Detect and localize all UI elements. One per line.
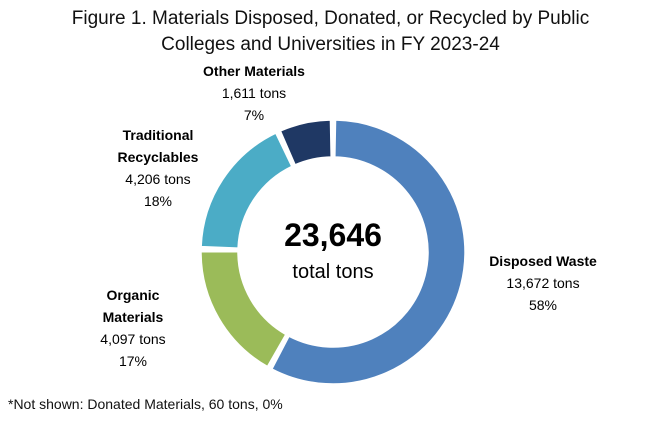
slice-label-pct-0: 58% xyxy=(529,297,557,313)
center-total-value: 23,646 xyxy=(284,217,382,253)
chart-title-line-1: Figure 1. Materials Disposed, Donated, o… xyxy=(71,8,590,29)
donut-slice-0 xyxy=(270,119,466,385)
donut-slice-1 xyxy=(200,250,287,368)
donut-slice-3 xyxy=(279,119,332,166)
slice-label-pct-3: 7% xyxy=(244,107,264,123)
slice-label-pct-1: 17% xyxy=(119,353,147,369)
chart-footnote: *Not shown: Donated Materials, 60 tons, … xyxy=(8,396,283,412)
slice-label-tons-0: 13,672 tons xyxy=(506,275,579,291)
slice-label-name-1-0: Organic xyxy=(107,287,160,303)
slice-label-tons-2: 4,206 tons xyxy=(125,171,190,187)
slice-label-name-2-0: Traditional xyxy=(123,127,194,143)
slice-label-tons-3: 1,611 tons xyxy=(222,85,286,101)
slice-label-pct-2: 18% xyxy=(144,193,172,209)
slice-label-name-0-0: Disposed Waste xyxy=(489,253,597,269)
slice-label-1: Organic Materials 4,097 tons 17% xyxy=(100,287,165,369)
slice-label-name-3-0: Other Materials xyxy=(203,63,305,79)
slice-label-2: Traditional Recyclables 4,206 tons 18% xyxy=(118,127,199,209)
slice-label-tons-1: 4,097 tons xyxy=(100,331,165,347)
chart-title-line-2: Colleges and Universities in FY 2023-24 xyxy=(161,34,500,55)
donut-slices xyxy=(200,119,466,385)
chart-title: Figure 1. Materials Disposed, Donated, o… xyxy=(0,6,661,58)
donut-slice-2 xyxy=(200,132,293,249)
slice-labels: Disposed Waste 13,672 tons 58% Organic Mater… xyxy=(100,63,597,369)
slice-label-name-2-1: Recyclables xyxy=(118,149,199,165)
slice-label-3: Other Materials 1,611 tons 7% xyxy=(203,63,305,123)
slice-label-0: Disposed Waste 13,672 tons 58% xyxy=(489,253,597,313)
center-total-label: total tons xyxy=(292,261,373,283)
slice-label-name-1-1: Materials xyxy=(103,309,164,325)
